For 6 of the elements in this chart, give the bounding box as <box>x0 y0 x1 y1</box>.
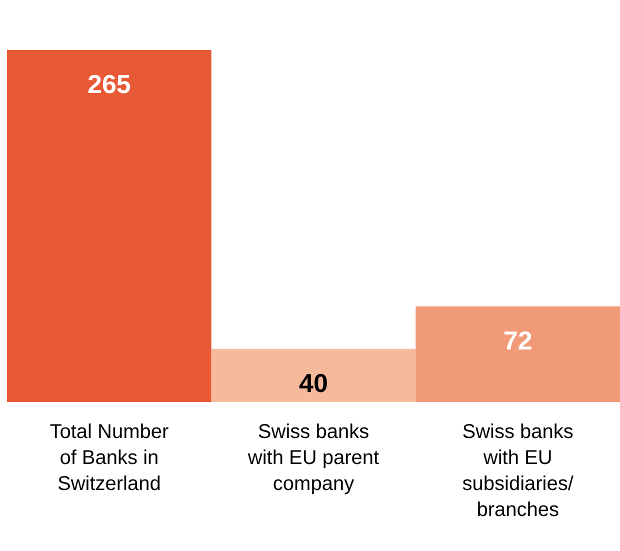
x-tick-label: Swiss banks with EU parent company <box>246 421 380 495</box>
x-tick-label: Total Number of Banks in Switzerland <box>50 421 169 495</box>
data-label: 40 <box>299 368 328 398</box>
data-label: 72 <box>503 325 532 356</box>
x-tick-label: Swiss banks with EU subsidiaries/ branches <box>462 421 574 521</box>
data-label: 265 <box>87 69 131 99</box>
